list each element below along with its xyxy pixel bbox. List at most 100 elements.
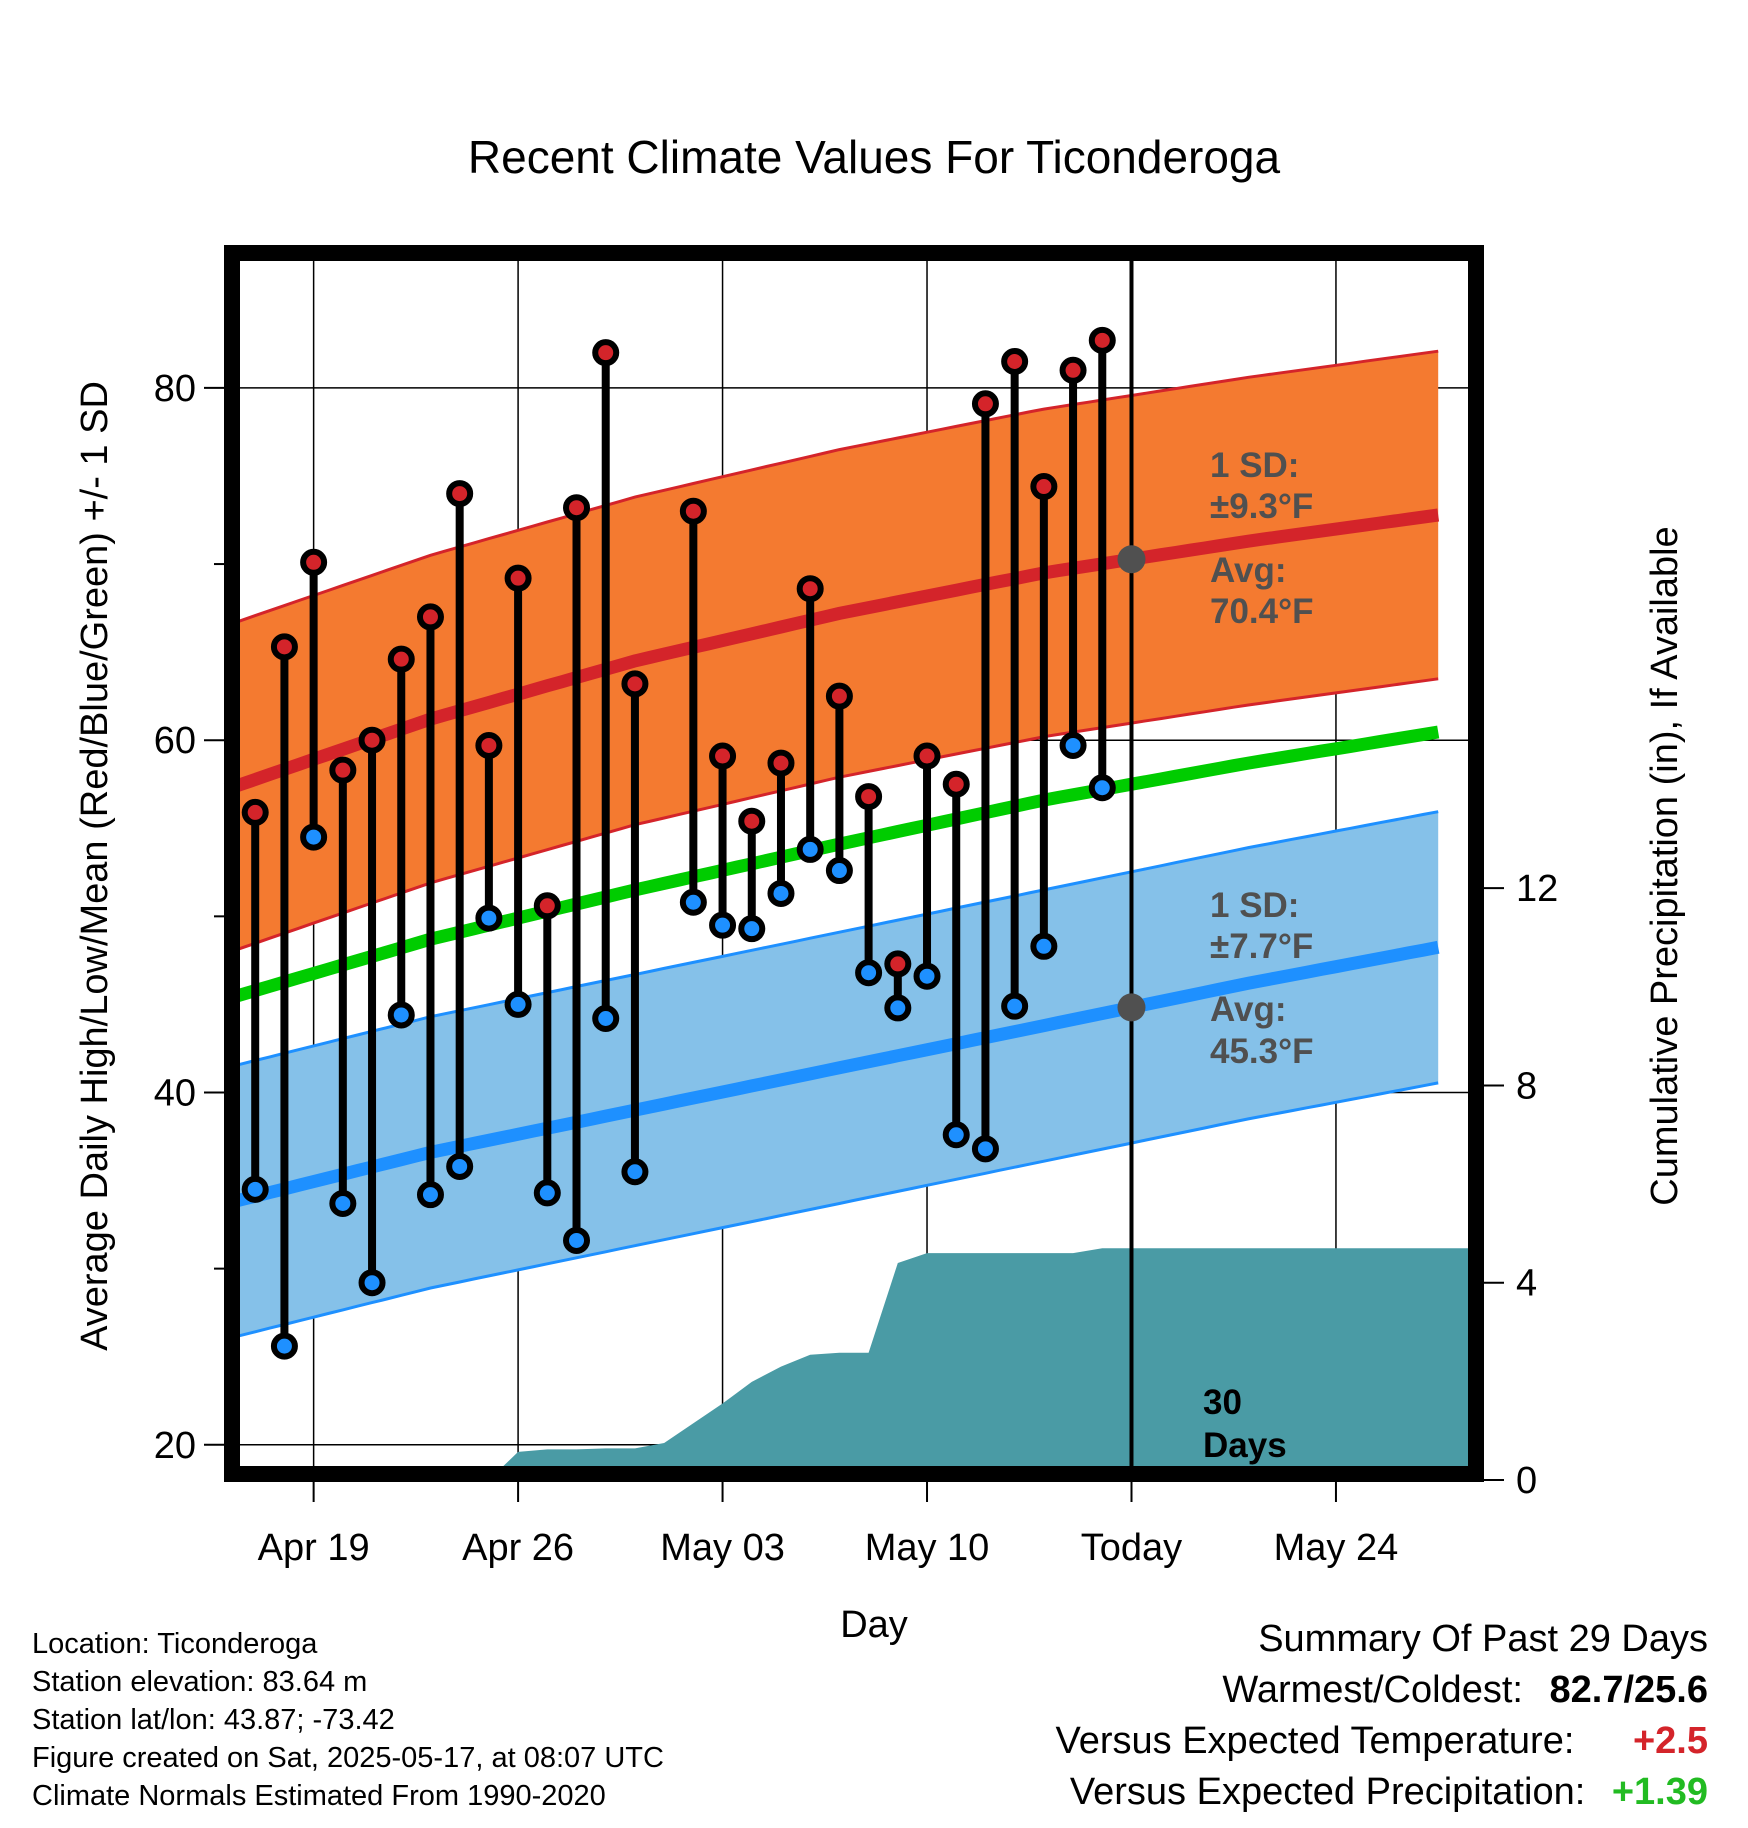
daily-high-point xyxy=(738,807,766,835)
daily-low-point xyxy=(825,857,853,885)
location-text: Location: Ticonderoga xyxy=(32,1628,318,1660)
today-line xyxy=(1117,247,1146,1480)
x-tick-label: Today xyxy=(1081,1527,1182,1569)
daily-low-point xyxy=(475,904,503,932)
daily-low-point xyxy=(387,1001,415,1029)
temp-anomaly-value: +2.5 xyxy=(1632,1720,1708,1762)
daily-low-point xyxy=(1088,774,1116,802)
daily-high-point xyxy=(563,494,591,522)
created-text: Figure created on Sat, 2025-05-17, at 08… xyxy=(32,1742,664,1774)
x-tick-label: May 24 xyxy=(1274,1527,1399,1569)
daily-low-point xyxy=(884,994,912,1022)
y-left-tick-label: 40 xyxy=(154,1072,196,1114)
station-info: Location: Ticonderoga Station elevation:… xyxy=(32,1625,664,1815)
y-axis-right-label: Cumulative Precipitation (in), If Availa… xyxy=(1644,526,1686,1205)
x-tick-label: Apr 26 xyxy=(462,1527,574,1569)
normals-annotations: 1 SD: ±9.3°F Avg: 70.4°F 1 SD: ±7.7°F Av… xyxy=(1203,446,1314,1465)
summary-heading: Summary Of Past 29 Days xyxy=(1258,1618,1708,1660)
x-tick-label: Apr 19 xyxy=(258,1527,370,1569)
plot-frame xyxy=(224,245,1484,1482)
precip-anomaly-label: Versus Expected Precipitation: xyxy=(1069,1771,1586,1813)
low-sd-value: ±7.7°F xyxy=(1210,927,1313,966)
high-sd-upper-edge xyxy=(225,349,1439,628)
daily-low-point xyxy=(1059,731,1087,759)
daily-low-point xyxy=(767,879,795,907)
daily-high-point xyxy=(329,756,357,784)
daily-low-point xyxy=(241,1175,269,1203)
daily-high-point xyxy=(942,770,970,798)
x-tick-label: May 10 xyxy=(865,1527,990,1569)
daily-low-point xyxy=(621,1158,649,1186)
y-right-tick-label: 0 xyxy=(1516,1460,1537,1502)
daily-high-point xyxy=(884,950,912,978)
summary-precip-anomaly: Versus Expected Precipitation: +1.39 xyxy=(1055,1771,1708,1822)
high-sd-label: 1 SD: xyxy=(1210,446,1299,485)
window-days-label: Days xyxy=(1203,1426,1287,1465)
y-right-tick-label: 8 xyxy=(1516,1065,1537,1107)
daily-high-point xyxy=(679,497,707,525)
daily-high-point xyxy=(416,603,444,631)
elevation-text: Station elevation: 83.64 m xyxy=(32,1666,368,1698)
y-left-tick-label: 80 xyxy=(154,368,196,410)
daily-low-point xyxy=(971,1135,999,1163)
daily-high-point xyxy=(300,548,328,576)
daily-low-point xyxy=(1001,992,1029,1020)
daily-high-point xyxy=(971,390,999,418)
y-axis-left-label: Average Daily High/Low/Mean (Red/Blue/Gr… xyxy=(74,381,116,1351)
high-avg-value: 70.4°F xyxy=(1210,592,1314,631)
daily-low-point xyxy=(270,1332,298,1360)
high-sd-band xyxy=(226,351,1439,954)
today-normal-low-marker xyxy=(1117,993,1146,1022)
axes: 20 40 60 80 0 4 8 12 Apr 19 Apr 26 May 03 May 10 Tod… xyxy=(154,368,1559,1569)
daily-high-point xyxy=(825,682,853,710)
chart-title: Recent Climate Values For Ticonderoga xyxy=(468,131,1281,183)
y-right-tick-label: 12 xyxy=(1516,868,1558,910)
daily-low-point xyxy=(416,1181,444,1209)
daily-high-point xyxy=(446,480,474,508)
latlon-text: Station lat/lon: 43.87; -73.42 xyxy=(32,1704,395,1736)
warm-cold-value: 82.7/25.6 xyxy=(1549,1669,1708,1711)
daily-high-point xyxy=(855,783,883,811)
daily-high-point xyxy=(1088,326,1116,354)
daily-low-point xyxy=(300,823,328,851)
daily-high-point xyxy=(621,670,649,698)
y-right-tick-label: 4 xyxy=(1516,1263,1537,1305)
daily-low-point xyxy=(329,1189,357,1217)
daily-high-point xyxy=(504,564,532,592)
x-axis-label: Day xyxy=(840,1604,908,1646)
low-avg-value: 45.3°F xyxy=(1210,1032,1314,1071)
daily-high-point xyxy=(1059,356,1087,384)
daily-high-point xyxy=(1030,473,1058,501)
temp-anomaly-label: Versus Expected Temperature: xyxy=(1055,1720,1575,1762)
normals-text: Climate Normals Estimated From 1990-2020 xyxy=(32,1780,606,1812)
precipitation-fill xyxy=(488,1248,1482,1480)
daily-high-point xyxy=(533,892,561,920)
precip-anomaly-value: +1.39 xyxy=(1611,1771,1708,1813)
daily-low-point xyxy=(563,1226,591,1254)
low-sd-label: 1 SD: xyxy=(1210,886,1299,925)
daily-low-point xyxy=(738,915,766,943)
daily-low-point xyxy=(796,835,824,863)
warm-cold-label: Warmest/Coldest: xyxy=(1222,1669,1523,1711)
today-normal-high-marker xyxy=(1117,545,1146,574)
daily-low-point xyxy=(913,962,941,990)
daily-high-point xyxy=(358,726,386,754)
high-avg-label: Avg: xyxy=(1210,551,1286,590)
daily-low-point xyxy=(358,1269,386,1297)
summary-warm-cold: Warmest/Coldest: 82.7/25.6 xyxy=(1055,1669,1708,1720)
daily-observations xyxy=(241,326,1116,1360)
low-avg-label: Avg: xyxy=(1210,990,1286,1029)
high-sd-value: ±9.3°F xyxy=(1210,487,1313,526)
low-sd-lower-edge xyxy=(225,1081,1439,1341)
daily-high-point xyxy=(1001,347,1029,375)
y-left-tick-label: 20 xyxy=(154,1425,196,1467)
daily-high-point xyxy=(913,742,941,770)
daily-low-point xyxy=(533,1179,561,1207)
daily-high-point xyxy=(767,749,795,777)
daily-low-point xyxy=(1030,932,1058,960)
daily-low-point xyxy=(446,1152,474,1180)
daily-low-point xyxy=(592,1005,620,1033)
daily-high-point xyxy=(796,575,824,603)
daily-high-point xyxy=(270,633,298,661)
